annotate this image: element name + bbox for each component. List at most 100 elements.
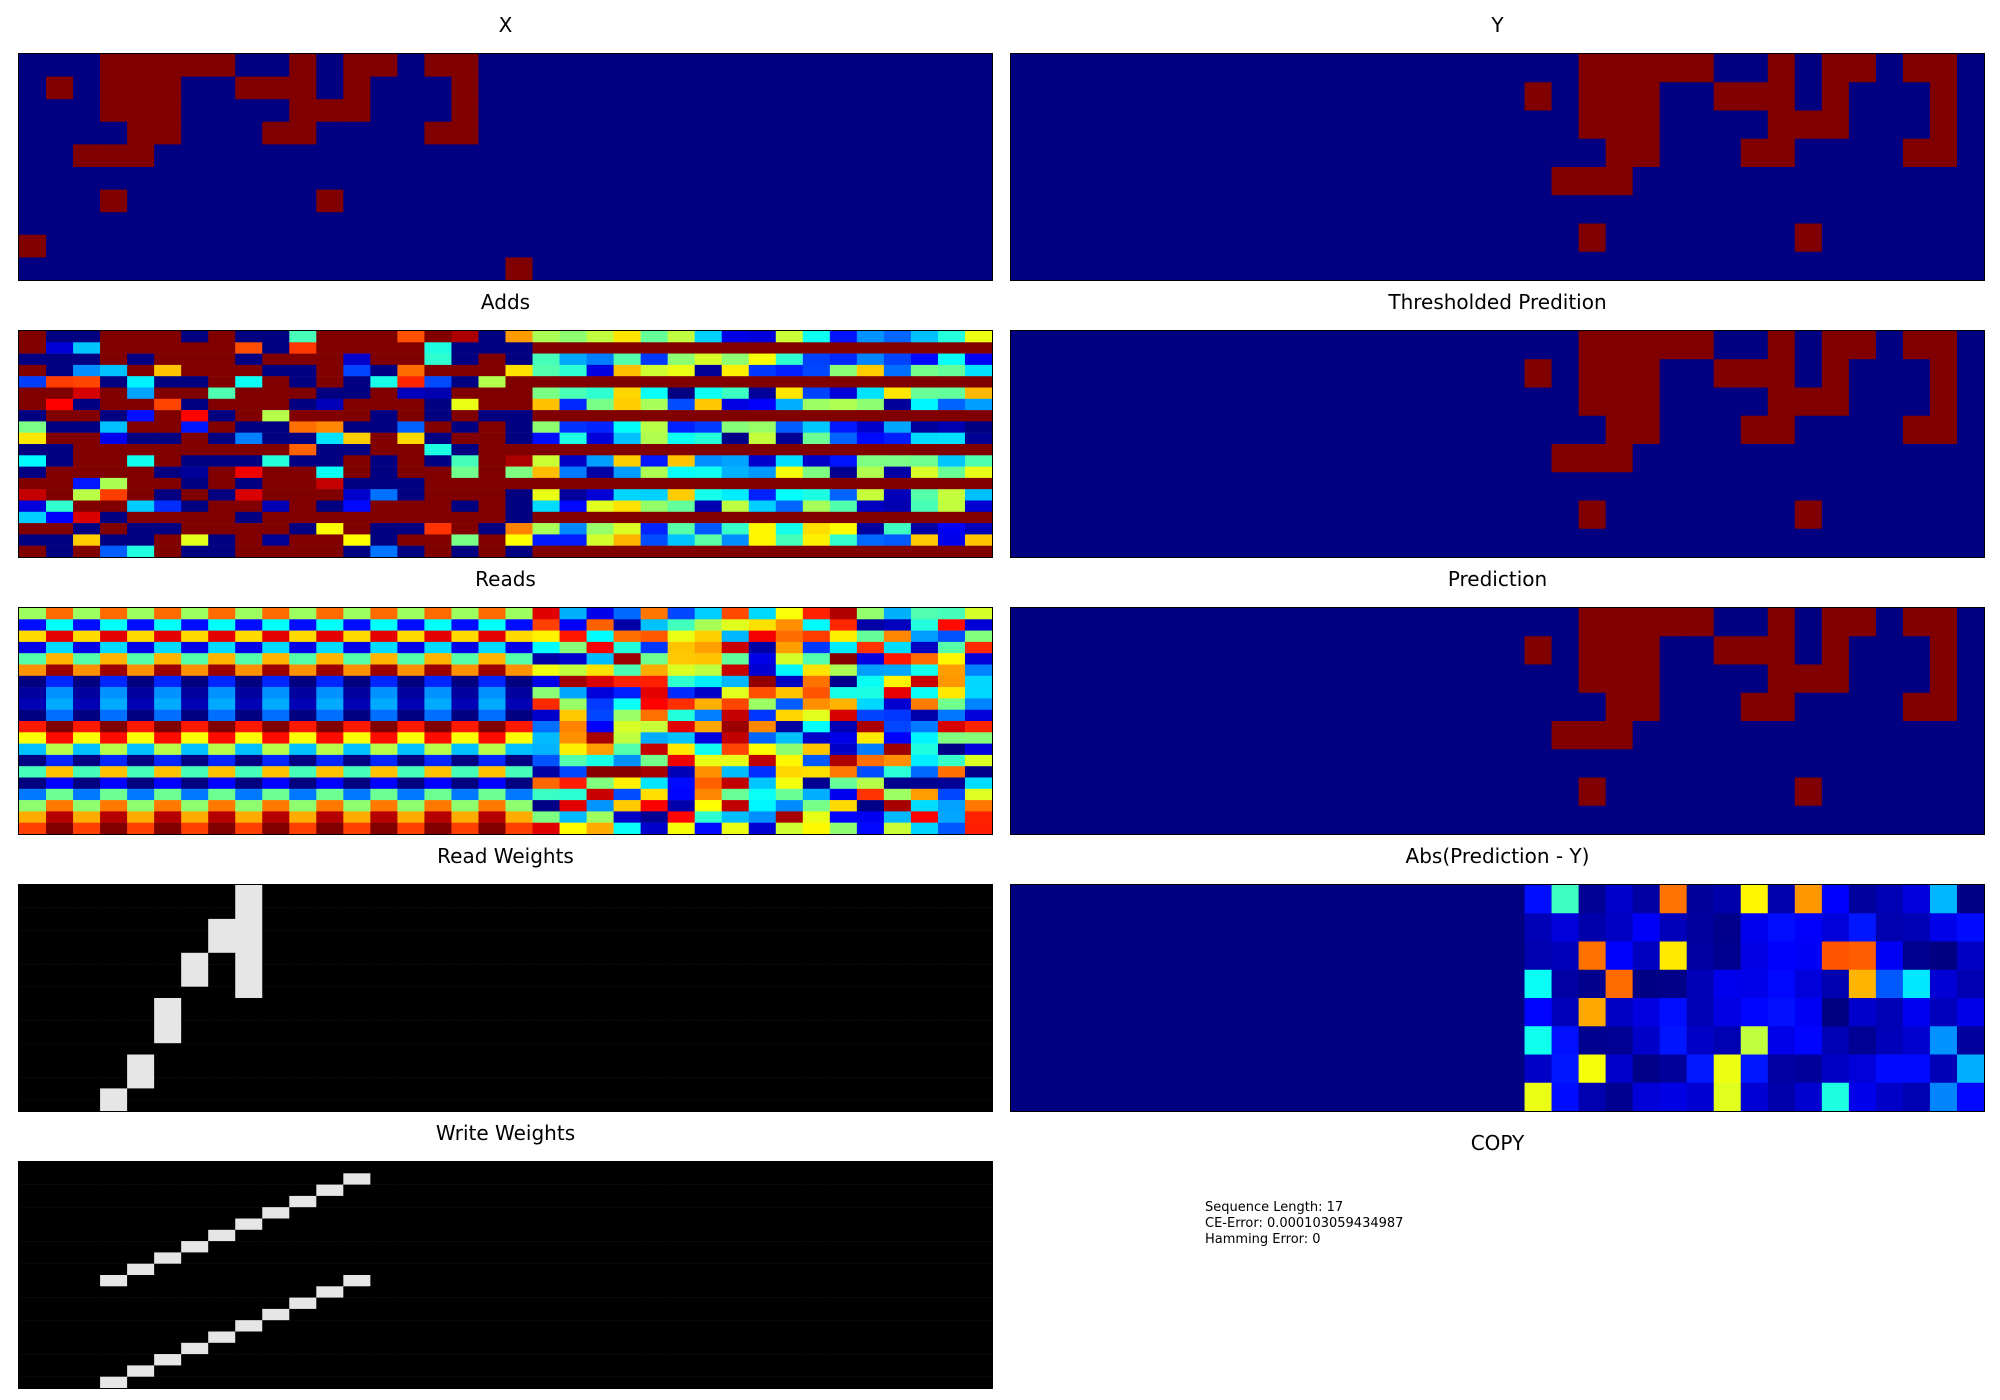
heatmap-cell xyxy=(910,1376,939,1388)
heatmap-cell xyxy=(505,975,534,987)
heatmap-cell xyxy=(1686,195,1715,225)
heatmap-cell xyxy=(802,1054,831,1067)
heatmap-cell xyxy=(1308,54,1336,83)
heatmap-cell xyxy=(856,545,885,557)
heatmap-cell xyxy=(667,489,696,501)
heatmap-cell xyxy=(424,1331,452,1344)
heatmap-cell xyxy=(19,1009,47,1021)
heatmap-cell xyxy=(1578,82,1607,112)
heatmap-cell xyxy=(559,466,588,479)
heatmap-cell xyxy=(1254,331,1282,360)
heatmap-cell xyxy=(1389,54,1417,83)
heatmap-cell xyxy=(127,619,155,631)
heatmap-cell xyxy=(532,99,561,123)
heatmap-cell xyxy=(1200,528,1228,557)
heatmap-cell xyxy=(235,257,263,280)
heatmap-cell xyxy=(802,687,831,699)
heatmap-cell xyxy=(802,523,831,535)
heatmap-cell xyxy=(505,698,534,710)
heatmap-cell xyxy=(721,257,750,280)
heatmap-cell xyxy=(505,489,534,501)
heatmap-cell xyxy=(1281,941,1309,971)
heatmap-cell xyxy=(1929,110,1958,140)
heatmap-cell xyxy=(1740,415,1769,445)
heatmap-cell xyxy=(208,777,236,790)
heatmap-cell xyxy=(100,743,128,756)
heatmap-cell xyxy=(289,189,317,213)
heatmap-cell xyxy=(694,444,723,456)
heatmap-cell xyxy=(532,444,561,456)
heatmap-cell xyxy=(154,743,182,756)
heatmap-cell xyxy=(154,523,182,535)
heatmap-cell xyxy=(1200,472,1228,502)
heatmap-cell xyxy=(181,99,209,123)
heatmap-cell xyxy=(1497,110,1526,140)
heatmap-cell xyxy=(1929,528,1958,557)
heatmap-cell xyxy=(370,800,398,812)
heatmap-cell xyxy=(262,410,290,422)
heatmap-cell xyxy=(1335,664,1363,694)
heatmap-cell xyxy=(937,1297,966,1310)
heatmap-cell xyxy=(235,664,263,677)
heatmap-cell xyxy=(505,511,534,524)
heatmap-cell xyxy=(100,885,128,897)
heatmap-cell xyxy=(370,1173,398,1185)
hamming-error-text: Hamming Error: 0 xyxy=(1205,1232,1321,1247)
heatmap-cell xyxy=(235,444,263,456)
heatmap-cell xyxy=(1416,777,1444,807)
heatmap-cell xyxy=(1416,998,1444,1027)
heatmap-cell xyxy=(1713,998,1742,1027)
heatmap-cell xyxy=(19,1241,47,1253)
heatmap-cell xyxy=(424,998,452,1010)
heatmap-cell xyxy=(829,1009,858,1021)
heatmap-cell xyxy=(451,121,480,145)
heatmap-cell xyxy=(1362,749,1390,779)
heatmap-cell xyxy=(883,1173,912,1185)
heatmap-cell xyxy=(370,630,398,643)
heatmap-cell xyxy=(289,619,317,631)
heatmap-cell xyxy=(910,1308,939,1321)
heatmap-cell xyxy=(127,930,155,942)
heatmap-cell xyxy=(505,1054,534,1067)
heatmap-cell xyxy=(478,885,507,897)
heatmap-cell xyxy=(1200,969,1228,999)
heatmap-cell xyxy=(316,1241,344,1253)
heatmap-cell xyxy=(721,432,750,445)
heatmap-cell xyxy=(127,1308,155,1321)
heatmap-cell xyxy=(262,964,290,976)
heatmap-cell xyxy=(478,466,507,479)
heatmap-cell xyxy=(154,952,182,965)
heatmap-cell xyxy=(1362,1026,1390,1056)
heatmap-cell xyxy=(343,743,371,756)
heatmap-cell xyxy=(640,1173,669,1185)
heatmap-cell xyxy=(1038,777,1066,807)
heatmap-cell xyxy=(1389,1026,1417,1056)
heatmap-cell xyxy=(451,342,480,354)
heatmap-cell xyxy=(19,1376,47,1388)
heatmap-cell xyxy=(937,918,966,931)
heatmap-cell xyxy=(451,721,480,733)
heatmap-cell xyxy=(694,511,723,524)
heatmap-cell xyxy=(721,709,750,722)
heatmap-cell xyxy=(100,675,128,688)
heatmap-cell xyxy=(19,754,47,767)
heatmap-cell xyxy=(370,212,398,236)
heatmap-cell xyxy=(478,619,507,631)
heatmap-cell xyxy=(802,1376,831,1388)
heatmap-cell xyxy=(1929,664,1958,694)
heatmap-cell xyxy=(1119,444,1147,473)
heatmap-cell xyxy=(235,1263,263,1276)
heatmap-cell xyxy=(559,743,588,756)
heatmap-cell xyxy=(1065,415,1093,445)
heatmap-cell xyxy=(640,777,669,790)
heatmap-cell xyxy=(937,675,966,688)
heatmap-cell xyxy=(667,907,696,920)
heatmap-cell xyxy=(1551,998,1580,1027)
heatmap-cell xyxy=(910,212,939,236)
heatmap-cell xyxy=(1065,500,1093,530)
heatmap-cell xyxy=(937,885,966,897)
heatmap-cell xyxy=(46,331,74,343)
heatmap-cell xyxy=(1389,664,1417,694)
heatmap-cell xyxy=(1767,500,1796,530)
heatmap-cell xyxy=(1173,749,1201,779)
